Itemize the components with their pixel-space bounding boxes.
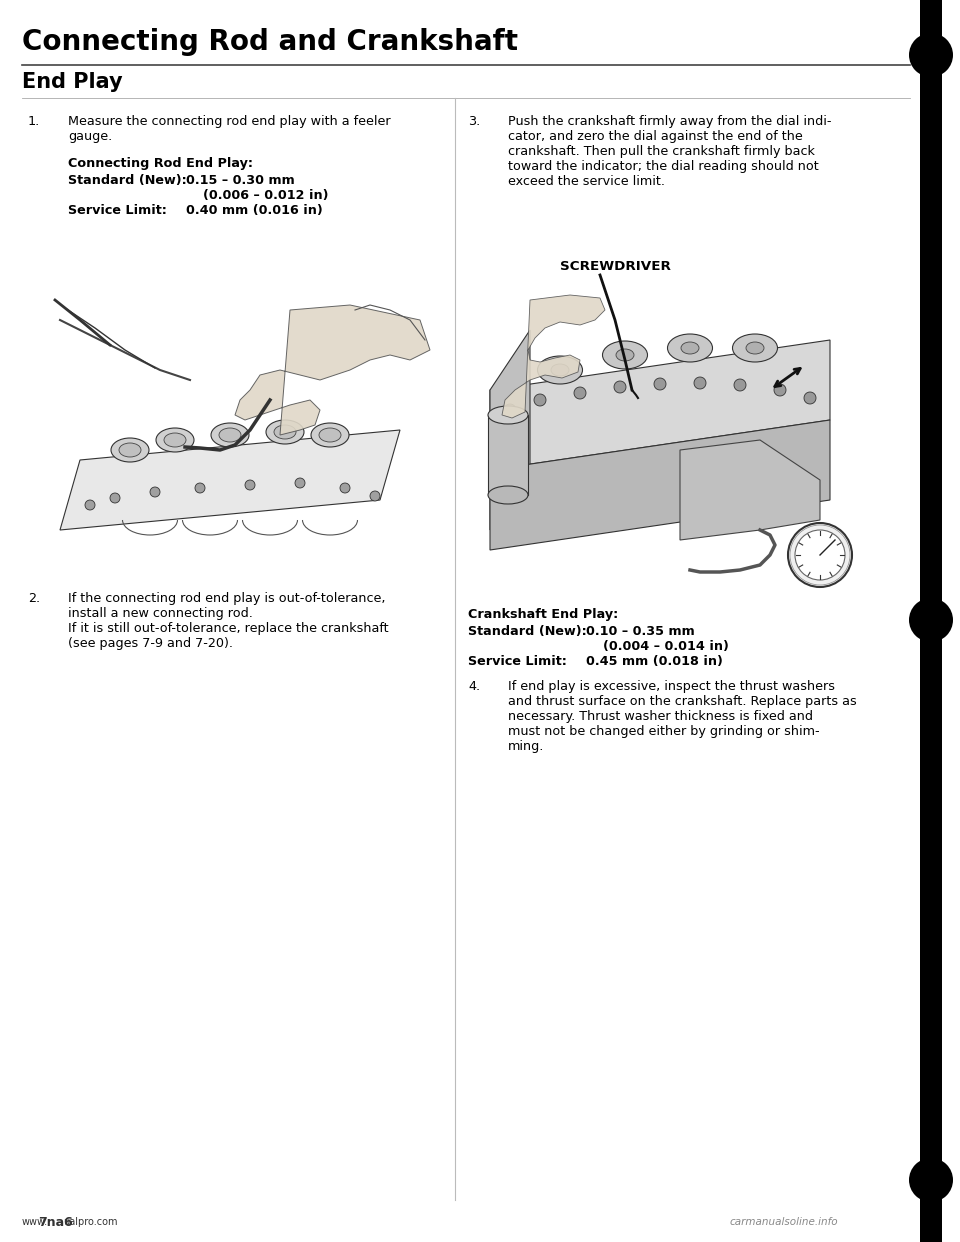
Text: 0.45 mm (0.018 in): 0.45 mm (0.018 in) <box>586 655 723 668</box>
Ellipse shape <box>732 334 778 361</box>
Text: 3.: 3. <box>468 116 480 128</box>
Text: End Play: End Play <box>22 72 123 92</box>
Circle shape <box>504 404 516 416</box>
Text: (see pages 7-9 and 7-20).: (see pages 7-9 and 7-20). <box>68 637 233 650</box>
Bar <box>30 296 430 550</box>
Text: crankshaft. Then pull the crankshaft firmly back: crankshaft. Then pull the crankshaft fir… <box>508 145 815 158</box>
Ellipse shape <box>488 406 528 424</box>
Bar <box>465 270 895 590</box>
Text: SCREWDRIVER: SCREWDRIVER <box>560 260 670 273</box>
Text: install a new connecting rod.: install a new connecting rod. <box>68 607 252 620</box>
Ellipse shape <box>667 334 712 361</box>
Text: cator, and zero the dial against the end of the: cator, and zero the dial against the end… <box>508 130 803 143</box>
Text: and thrust surface on the crankshaft. Replace parts as: and thrust surface on the crankshaft. Re… <box>508 696 856 708</box>
Text: 4.: 4. <box>468 681 480 693</box>
Polygon shape <box>490 340 830 469</box>
Text: toward the indicator; the dial reading should not: toward the indicator; the dial reading s… <box>508 160 819 173</box>
Ellipse shape <box>156 428 194 452</box>
Text: www.: www. <box>22 1217 48 1227</box>
Text: Measure the connecting rod end play with a feeler: Measure the connecting rod end play with… <box>68 116 391 128</box>
Ellipse shape <box>746 342 764 354</box>
Text: If the connecting rod end play is out-of-tolerance,: If the connecting rod end play is out-of… <box>68 592 386 605</box>
Circle shape <box>788 523 852 587</box>
Circle shape <box>909 34 953 77</box>
Text: gauge.: gauge. <box>68 130 112 143</box>
Text: Connecting Rod End Play:: Connecting Rod End Play: <box>68 156 253 170</box>
Ellipse shape <box>319 428 341 442</box>
Circle shape <box>150 487 160 497</box>
Text: ming.: ming. <box>508 740 544 753</box>
Ellipse shape <box>111 438 149 462</box>
Circle shape <box>195 483 205 493</box>
Circle shape <box>734 379 746 391</box>
Text: 0.40 mm (0.016 in): 0.40 mm (0.016 in) <box>186 204 323 217</box>
Text: Service Limit:: Service Limit: <box>468 655 566 668</box>
Ellipse shape <box>211 424 249 447</box>
Text: necessary. Thrust washer thickness is fixed and: necessary. Thrust washer thickness is fi… <box>508 710 813 723</box>
Text: Standard (New):: Standard (New): <box>68 174 187 188</box>
Circle shape <box>774 384 786 396</box>
Text: Crankshaft End Play:: Crankshaft End Play: <box>468 609 618 621</box>
Text: (0.006 – 0.012 in): (0.006 – 0.012 in) <box>203 189 328 202</box>
Text: If it is still out-of-tolerance, replace the crankshaft: If it is still out-of-tolerance, replace… <box>68 622 389 635</box>
Circle shape <box>694 378 706 389</box>
Ellipse shape <box>266 420 304 443</box>
Text: (0.004 – 0.014 in): (0.004 – 0.014 in) <box>603 640 729 653</box>
Circle shape <box>909 1158 953 1202</box>
Ellipse shape <box>603 342 647 369</box>
Polygon shape <box>502 296 605 419</box>
Ellipse shape <box>311 424 349 447</box>
Text: carmanualsoline.info: carmanualsoline.info <box>730 1217 839 1227</box>
Ellipse shape <box>551 364 569 376</box>
Ellipse shape <box>538 356 583 384</box>
Ellipse shape <box>274 425 296 438</box>
Text: Push the crankshaft firmly away from the dial indi-: Push the crankshaft firmly away from the… <box>508 116 831 128</box>
Circle shape <box>574 388 586 399</box>
Ellipse shape <box>164 433 186 447</box>
Bar <box>920 0 942 1242</box>
Circle shape <box>534 394 546 406</box>
Circle shape <box>804 392 816 404</box>
Text: 0.15 – 0.30 mm: 0.15 – 0.30 mm <box>186 174 295 188</box>
Text: must not be changed either by grinding or shim-: must not be changed either by grinding o… <box>508 725 820 738</box>
Polygon shape <box>60 430 400 530</box>
Polygon shape <box>490 420 830 550</box>
Ellipse shape <box>681 342 699 354</box>
Circle shape <box>340 483 350 493</box>
Polygon shape <box>680 440 820 540</box>
Text: 7na6: 7na6 <box>38 1216 73 1228</box>
Ellipse shape <box>119 443 141 457</box>
Polygon shape <box>490 330 530 530</box>
Bar <box>488 415 528 496</box>
Circle shape <box>614 381 626 392</box>
Circle shape <box>85 501 95 510</box>
Text: 0.10 – 0.35 mm: 0.10 – 0.35 mm <box>586 625 695 638</box>
Circle shape <box>909 597 953 642</box>
Ellipse shape <box>219 428 241 442</box>
Circle shape <box>370 491 380 501</box>
Text: If end play is excessive, inspect the thrust washers: If end play is excessive, inspect the th… <box>508 681 835 693</box>
Circle shape <box>795 530 845 580</box>
Text: 2.: 2. <box>28 592 40 605</box>
Text: ualpro.com: ualpro.com <box>63 1217 117 1227</box>
Text: exceed the service limit.: exceed the service limit. <box>508 175 665 188</box>
Circle shape <box>654 378 666 390</box>
Text: Connecting Rod and Crankshaft: Connecting Rod and Crankshaft <box>22 29 518 56</box>
Circle shape <box>245 479 255 491</box>
Circle shape <box>110 493 120 503</box>
Text: Standard (New):: Standard (New): <box>468 625 587 638</box>
Ellipse shape <box>616 349 634 361</box>
Polygon shape <box>235 306 430 435</box>
Ellipse shape <box>488 486 528 504</box>
Circle shape <box>295 478 305 488</box>
Text: 1.: 1. <box>28 116 40 128</box>
Text: Service Limit:: Service Limit: <box>68 204 167 217</box>
